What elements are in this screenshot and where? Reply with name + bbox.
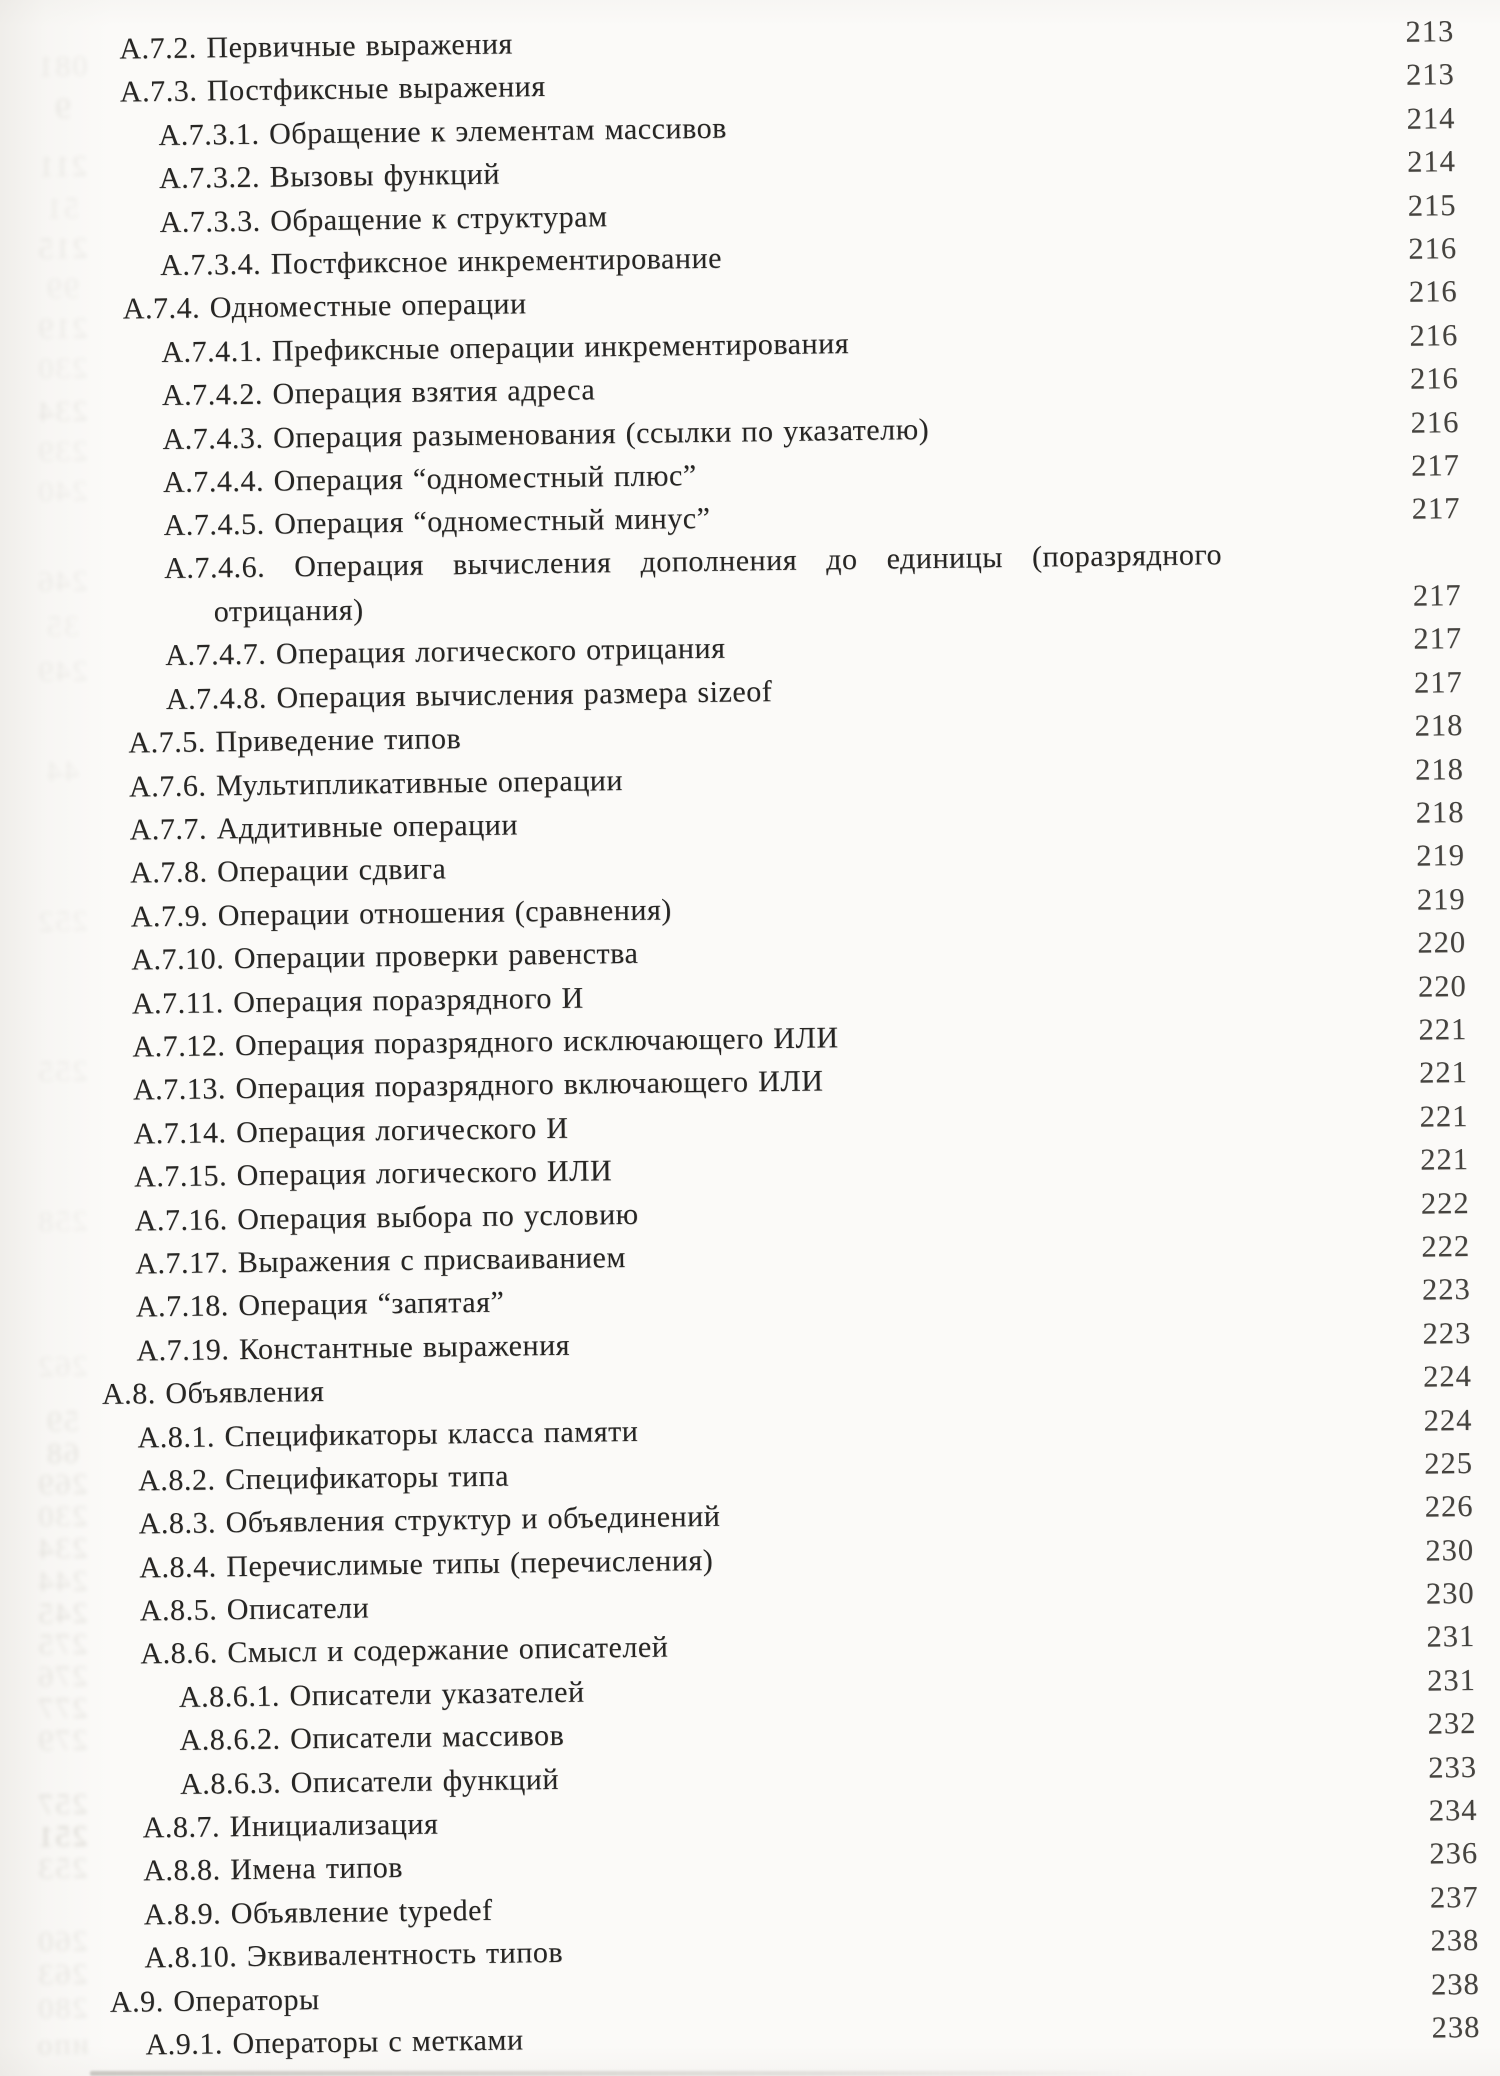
toc-entry-page-number: 226 bbox=[1424, 1489, 1474, 1524]
toc-entry-page-number: 230 bbox=[1425, 1576, 1475, 1611]
toc-entry-page-number: 230 bbox=[1425, 1532, 1475, 1568]
toc-entry-page-number: 213 bbox=[1405, 57, 1456, 93]
toc-list: А.7.2. Первичные выражения 213 А.7.3. Пост… bbox=[0, 13, 1500, 2072]
toc-page: А.7.2. Первичные выражения 213 А.7.3. Пост… bbox=[0, 13, 1500, 2072]
toc-entry-page-number: 216 bbox=[1410, 404, 1460, 440]
toc-entry-page-number: 219 bbox=[1416, 881, 1466, 917]
toc-entry-page-number: 221 bbox=[1418, 1055, 1469, 1090]
toc-entry-page-number: 232 bbox=[1427, 1706, 1477, 1741]
toc-entry-page-number: 233 bbox=[1427, 1749, 1478, 1785]
toc-entry-page-number: 222 bbox=[1421, 1228, 1471, 1264]
toc-entry-page-number: 238 bbox=[1430, 1966, 1481, 2002]
toc-entry-page-number: 220 bbox=[1417, 925, 1467, 960]
toc-entry-page-number: 217 bbox=[1411, 491, 1461, 526]
toc-entry-page-number: 214 bbox=[1406, 144, 1457, 179]
toc-entry-page-number: 218 bbox=[1414, 751, 1465, 787]
toc-entry-page-number: 221 bbox=[1418, 1011, 1468, 1047]
toc-entry-page-number: 237 bbox=[1429, 1879, 1479, 1915]
toc-entry-page-number: 217 bbox=[1413, 621, 1463, 657]
toc-entry-page-number: 224 bbox=[1423, 1402, 1473, 1438]
toc-entry-page-number: 216 bbox=[1408, 274, 1458, 310]
toc-entry-page-number: 222 bbox=[1420, 1185, 1470, 1221]
toc-entry-page-number: 215 bbox=[1407, 187, 1457, 223]
toc-entry-page-number: 219 bbox=[1416, 838, 1466, 874]
toc-entry-page-number: 214 bbox=[1406, 100, 1456, 136]
toc-entry-page-number: 223 bbox=[1422, 1315, 1472, 1351]
toc-entry-page-number: 217 bbox=[1412, 578, 1462, 613]
toc-entry-page-number: 221 bbox=[1420, 1142, 1470, 1177]
toc-entry-page-number: 221 bbox=[1419, 1098, 1469, 1134]
toc-entry-page-number: 218 bbox=[1414, 708, 1464, 743]
scan-bottom-edge-artifact bbox=[90, 2071, 1150, 2076]
toc-entry-page-number: 224 bbox=[1422, 1359, 1473, 1394]
toc-entry-page-number: 223 bbox=[1421, 1272, 1471, 1307]
toc-entry-page-number: 213 bbox=[1405, 14, 1455, 49]
toc-entry-page-number: 238 bbox=[1431, 2009, 1481, 2045]
toc-entry-page-number: 216 bbox=[1408, 231, 1458, 266]
toc-entry-page-number: 238 bbox=[1430, 1923, 1480, 1958]
toc-entry-page-number: 217 bbox=[1410, 447, 1461, 483]
toc-entry-page-number: 220 bbox=[1417, 968, 1467, 1004]
toc-entry-page-number: 217 bbox=[1413, 664, 1463, 700]
toc-entry-page-number: 236 bbox=[1429, 1836, 1479, 1871]
toc-entry-page-number: 231 bbox=[1426, 1662, 1477, 1698]
toc-entry-page-number: 218 bbox=[1415, 795, 1465, 830]
toc-entry-page-number: 234 bbox=[1428, 1792, 1478, 1828]
toc-entry-page-number: 216 bbox=[1409, 317, 1459, 353]
toc-entry-page-number: 225 bbox=[1423, 1445, 1474, 1481]
toc-entry-page-number: 231 bbox=[1426, 1619, 1476, 1655]
toc-entry-page-number: 216 bbox=[1409, 361, 1459, 396]
